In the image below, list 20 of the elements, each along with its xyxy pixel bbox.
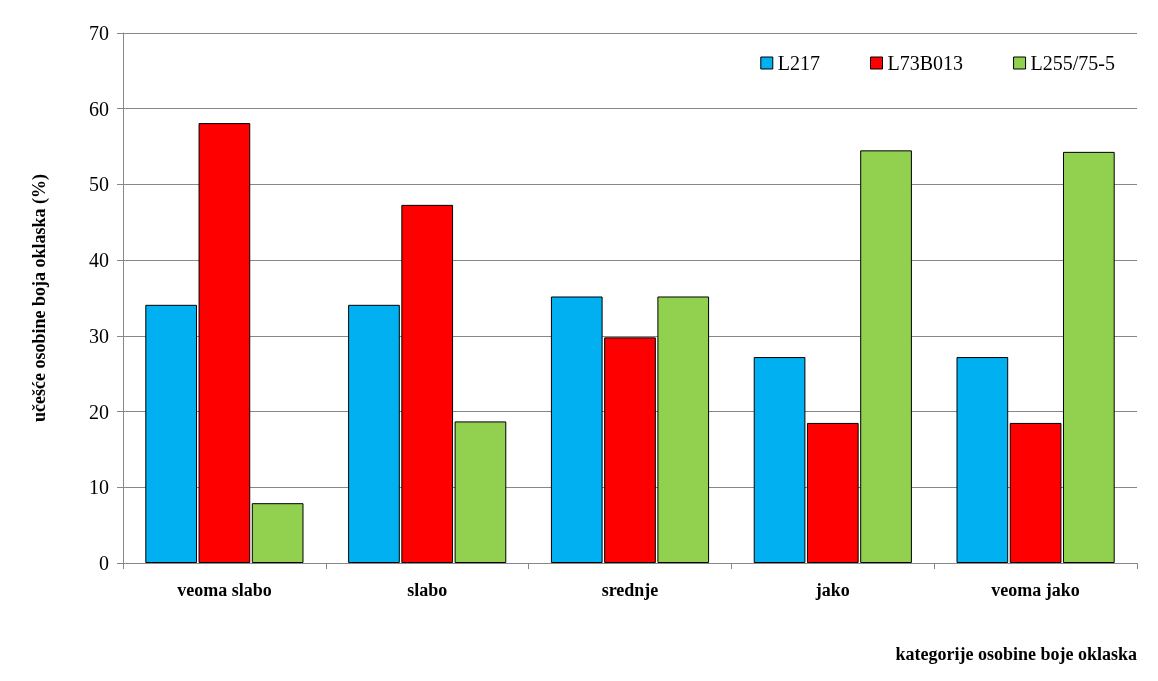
y-tick-label: 20: [89, 400, 109, 423]
y-tick-label: 40: [89, 249, 109, 272]
y-tick-label: 10: [89, 476, 109, 499]
y-tick-label: 0: [99, 552, 109, 574]
legend-label: L255/75-5: [1030, 52, 1115, 74]
x-tick-label: slabo: [407, 580, 448, 600]
x-tick-label: veoma slabo: [177, 580, 272, 600]
x-axis-title: kategorije osobine boje oklaska: [895, 644, 1137, 664]
bar: [956, 357, 1009, 563]
x-tick-label: veoma jako: [991, 580, 1080, 600]
y-axis-title: učešće osobine boja oklaska (%): [29, 173, 50, 423]
x-tick-label: jako: [814, 580, 850, 600]
legend-label: L73B013: [887, 52, 964, 74]
legend-label: L217: [777, 52, 821, 74]
y-tick-label: 60: [89, 97, 109, 120]
bar: [251, 503, 304, 563]
y-tick-label: 70: [89, 22, 109, 44]
y-tick-label: 30: [89, 324, 109, 347]
x-tick-label: srednje: [601, 580, 659, 600]
y-tick-label: 50: [89, 173, 109, 196]
